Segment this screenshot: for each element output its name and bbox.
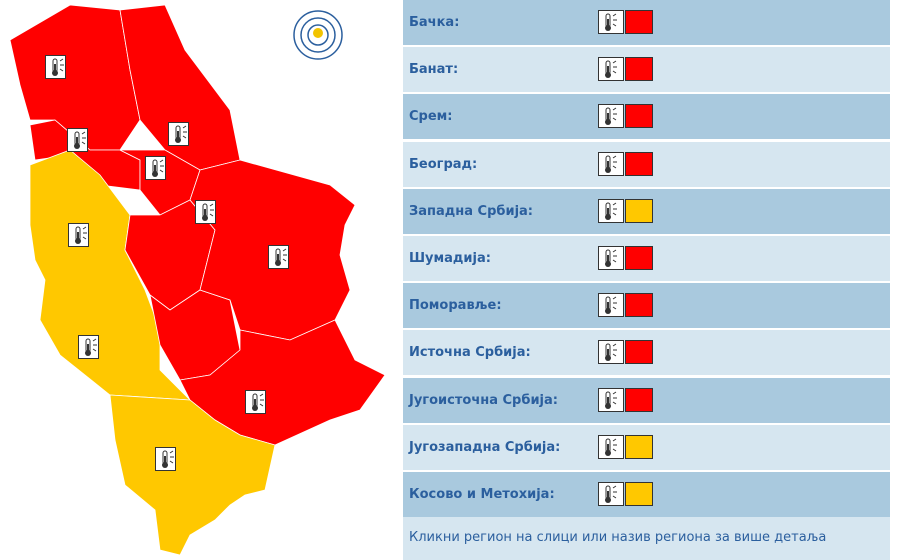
map-region[interactable] <box>109 394 276 556</box>
region-row: Поморавље: <box>403 283 890 329</box>
warning-level <box>625 10 653 34</box>
warning-icon <box>78 335 99 359</box>
warning-icon <box>155 447 176 471</box>
warning-level <box>625 246 653 270</box>
warning-level <box>625 387 653 412</box>
region-row: Шумадија: <box>403 236 890 281</box>
region-name[interactable]: Шумадија: <box>409 251 491 266</box>
region-name[interactable]: Западна Србија: <box>409 203 534 219</box>
warning-icon <box>598 434 653 459</box>
region-name[interactable]: Југозападна Србија: <box>409 439 561 455</box>
region-map <box>9 4 386 556</box>
region-row: Срем: <box>403 94 890 140</box>
region-name[interactable]: Источна Србија: <box>409 345 531 361</box>
warning-level <box>625 340 653 365</box>
map-region[interactable] <box>29 149 192 401</box>
warning-icon <box>67 128 88 152</box>
footer: Кликни регион на слици или назив региона… <box>403 517 890 560</box>
warning-level <box>625 151 653 176</box>
warning-icon <box>68 223 89 247</box>
region-row: Београд: <box>403 141 890 187</box>
region-row: Косово и Метохија: <box>403 472 890 517</box>
region-row: Источна Србија: <box>403 330 890 376</box>
hint: Кликни регион на слици или назив региона… <box>409 530 827 545</box>
logo <box>293 10 343 60</box>
warning-icon <box>168 122 189 146</box>
warning-level <box>625 293 653 318</box>
region-row: Бачка: <box>403 0 890 45</box>
warning-icon <box>598 198 653 223</box>
warning-icon <box>45 55 66 79</box>
warning-level <box>625 198 653 223</box>
warning-icon <box>245 390 266 414</box>
region-name[interactable]: Београд: <box>409 156 478 172</box>
warning-icon <box>195 200 216 224</box>
region-name[interactable]: Југоисточна Србија: <box>409 392 558 408</box>
warning-level <box>625 104 653 129</box>
warning-icon <box>598 104 653 129</box>
warning-icon <box>268 245 289 269</box>
region-name[interactable]: Банат: <box>409 62 459 78</box>
warning-icon <box>598 482 653 506</box>
warning-icon <box>598 340 653 365</box>
region-row: Југозападна Србија: <box>403 424 890 470</box>
warning-icon <box>598 151 653 176</box>
region-name[interactable]: Бачка: <box>409 15 460 30</box>
warning-level <box>625 434 653 459</box>
region-name[interactable]: Срем: <box>409 109 453 125</box>
warning-icon <box>598 293 653 318</box>
warning-icon <box>598 387 653 412</box>
warning-icon <box>598 246 653 270</box>
warning-icon <box>598 10 653 34</box>
warning-icon <box>598 57 653 82</box>
region-name[interactable]: Косово и Метохија: <box>409 487 555 502</box>
region-row: Западна Србија: <box>403 188 890 234</box>
warning-level <box>625 57 653 82</box>
region-row: Југоисточна Србија: <box>403 377 890 423</box>
region-name[interactable]: Поморавље: <box>409 298 502 314</box>
region-row: Банат: <box>403 47 890 93</box>
warning-icon <box>145 156 166 180</box>
warning-level <box>625 482 653 506</box>
